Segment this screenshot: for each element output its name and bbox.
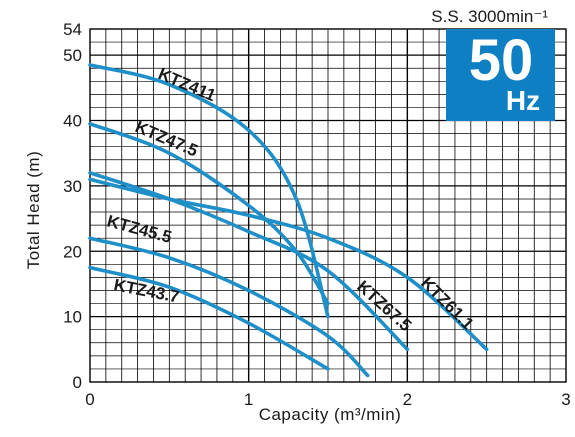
x-tick-label: 2 (403, 390, 412, 409)
curve-ktz45-5 (88, 236, 370, 378)
x-tick-label: 1 (244, 390, 253, 409)
y-tick-label: 54 (63, 20, 82, 39)
x-axis-title: Capacity (m³/min) (259, 405, 402, 424)
curve-ktz411 (88, 63, 330, 319)
y-tick-label: 50 (63, 46, 82, 65)
frequency-badge: 50 Hz (446, 28, 555, 121)
curves (88, 63, 489, 378)
plot-frame (89, 28, 567, 383)
y-axis-title: Total Head (m) (24, 151, 43, 269)
speed-note: S.S. 3000min⁻¹ (431, 7, 548, 26)
y-tick-label: 30 (63, 177, 82, 196)
frequency-unit: Hz (506, 85, 540, 116)
frequency-badge-box (446, 29, 555, 121)
curve-ktz67-5 (88, 171, 410, 352)
y-tick-label: 10 (63, 308, 82, 327)
frequency-value: 50 (469, 28, 534, 93)
curve-ktz43-7 (88, 265, 330, 371)
curve-ktz47-5 (88, 122, 330, 306)
y-tick-label: 0 (73, 373, 82, 392)
x-tick-label: 0 (85, 390, 94, 409)
y-tick-label: 20 (63, 242, 82, 261)
x-tick-label: 3 (561, 390, 570, 409)
y-tick-label: 40 (63, 112, 82, 131)
